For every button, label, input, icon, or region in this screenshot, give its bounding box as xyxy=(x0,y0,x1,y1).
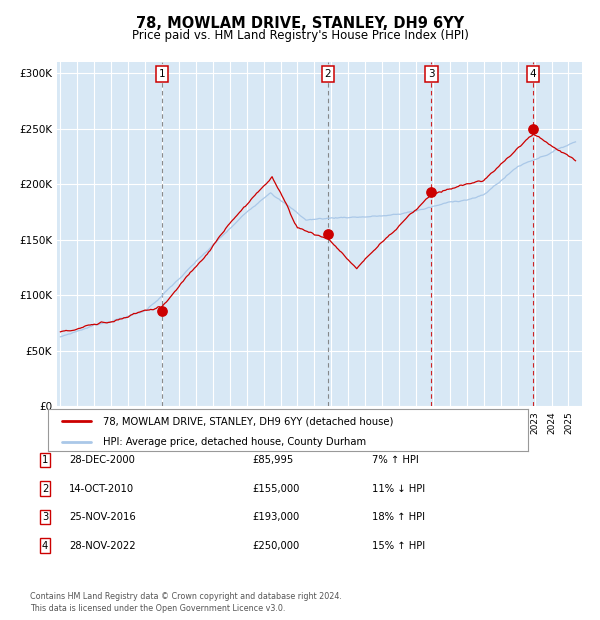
Text: 7% ↑ HPI: 7% ↑ HPI xyxy=(372,455,419,465)
Text: 28-DEC-2000: 28-DEC-2000 xyxy=(69,455,135,465)
Text: Price paid vs. HM Land Registry's House Price Index (HPI): Price paid vs. HM Land Registry's House … xyxy=(131,29,469,42)
Point xyxy=(157,306,167,316)
Text: 78, MOWLAM DRIVE, STANLEY, DH9 6YY: 78, MOWLAM DRIVE, STANLEY, DH9 6YY xyxy=(136,16,464,30)
Point xyxy=(528,123,538,133)
Text: 3: 3 xyxy=(428,69,434,79)
Text: 3: 3 xyxy=(42,512,48,522)
Text: 78, MOWLAM DRIVE, STANLEY, DH9 6YY (detached house): 78, MOWLAM DRIVE, STANLEY, DH9 6YY (deta… xyxy=(103,416,394,426)
Text: 2: 2 xyxy=(42,484,48,494)
Text: This data is licensed under the Open Government Licence v3.0.: This data is licensed under the Open Gov… xyxy=(30,603,286,613)
Text: 18% ↑ HPI: 18% ↑ HPI xyxy=(372,512,425,522)
Point xyxy=(323,229,332,239)
Text: 1: 1 xyxy=(42,455,48,465)
Text: 15% ↑ HPI: 15% ↑ HPI xyxy=(372,541,425,551)
Text: 1: 1 xyxy=(158,69,165,79)
Text: 11% ↓ HPI: 11% ↓ HPI xyxy=(372,484,425,494)
Text: HPI: Average price, detached house, County Durham: HPI: Average price, detached house, Coun… xyxy=(103,437,367,447)
Text: £250,000: £250,000 xyxy=(252,541,299,551)
Text: 25-NOV-2016: 25-NOV-2016 xyxy=(69,512,136,522)
Text: £85,995: £85,995 xyxy=(252,455,293,465)
Text: 4: 4 xyxy=(530,69,536,79)
Text: 28-NOV-2022: 28-NOV-2022 xyxy=(69,541,136,551)
Text: 2: 2 xyxy=(325,69,331,79)
Text: £193,000: £193,000 xyxy=(252,512,299,522)
Point xyxy=(427,187,436,197)
Text: 14-OCT-2010: 14-OCT-2010 xyxy=(69,484,134,494)
Text: £155,000: £155,000 xyxy=(252,484,299,494)
Text: Contains HM Land Registry data © Crown copyright and database right 2024.: Contains HM Land Registry data © Crown c… xyxy=(30,592,342,601)
Text: 4: 4 xyxy=(42,541,48,551)
